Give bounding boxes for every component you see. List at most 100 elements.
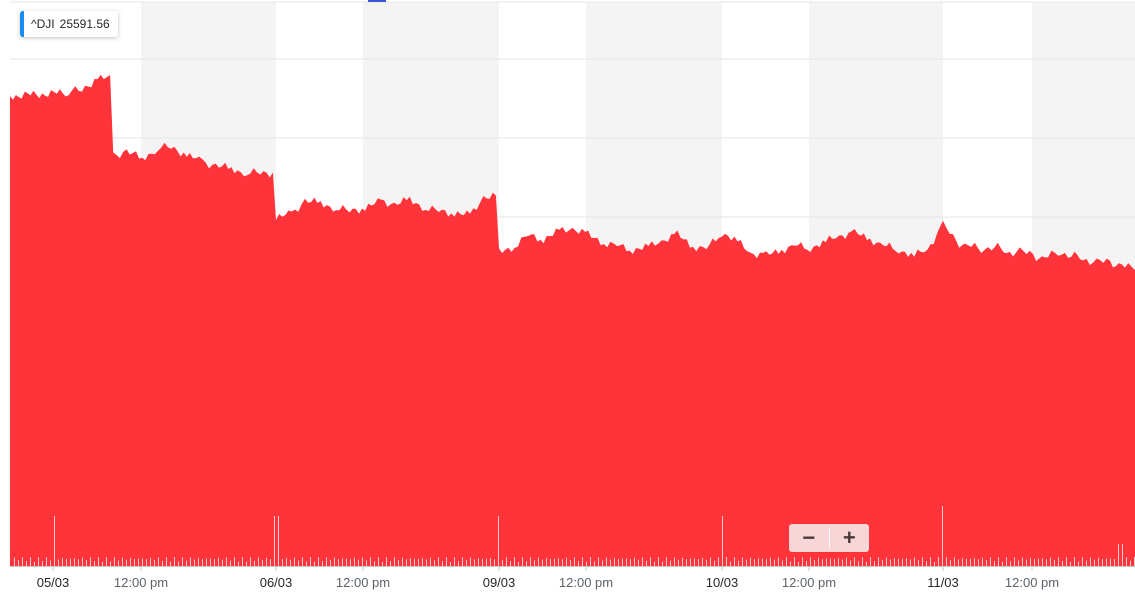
volume-bar — [14, 557, 15, 566]
volume-bar — [1018, 560, 1019, 566]
volume-bar — [850, 560, 851, 566]
volume-bar — [74, 558, 75, 566]
volume-bar — [882, 560, 883, 566]
volume-bar — [382, 561, 383, 566]
volume-bar — [350, 558, 351, 566]
volume-bar — [518, 561, 519, 566]
volume-bar — [378, 557, 379, 566]
volume-bar — [234, 557, 235, 566]
volume-bar — [630, 559, 631, 566]
volume-bar — [162, 560, 163, 566]
volume-bar — [210, 558, 211, 566]
volume-bar — [558, 558, 559, 566]
volume-bar — [802, 557, 803, 566]
volume-bar — [58, 559, 59, 566]
volume-bar — [170, 561, 171, 566]
volume-bar — [766, 558, 767, 566]
volume-bar — [1078, 561, 1079, 566]
volume-bar — [638, 559, 639, 566]
volume-bar — [874, 560, 875, 566]
volume-bar — [334, 557, 335, 566]
volume-bar — [714, 560, 715, 566]
volume-bar — [190, 557, 191, 566]
volume-bar — [122, 557, 123, 566]
x-tick-label: 06/03 — [260, 575, 293, 590]
volume-bar — [706, 559, 707, 566]
volume-bar — [574, 557, 575, 566]
volume-bar — [650, 557, 651, 566]
volume-bar — [670, 560, 671, 566]
volume-bar — [1062, 560, 1063, 566]
volume-bar — [54, 516, 55, 566]
x-tick-label: 05/03 — [37, 575, 70, 590]
volume-bar — [438, 557, 439, 566]
legend-symbol: ^DJI — [31, 17, 55, 31]
volume-bar — [322, 560, 323, 566]
volume-bar — [774, 559, 775, 566]
volume-bar — [562, 559, 563, 566]
volume-bar — [458, 561, 459, 566]
volume-bar — [18, 560, 19, 566]
volume-bar — [242, 557, 243, 566]
volume-bar — [398, 560, 399, 566]
volume-bar — [822, 559, 823, 566]
volume-bar — [194, 559, 195, 566]
volume-bar — [1046, 559, 1047, 566]
x-tick-label: 12:00 pm — [114, 575, 168, 590]
volume-bar — [1014, 557, 1015, 566]
volume-bar — [934, 561, 935, 566]
volume-bar — [1114, 559, 1115, 566]
volume-bar — [206, 558, 207, 566]
volume-bar — [434, 560, 435, 566]
volume-bar — [622, 558, 623, 566]
volume-bar — [498, 516, 499, 566]
volume-bar — [1058, 557, 1059, 566]
volume-bar — [790, 561, 791, 566]
volume-bar — [722, 516, 723, 566]
volume-bar — [138, 558, 139, 566]
volume-bar — [718, 557, 719, 566]
x-tick-label: 11/03 — [927, 575, 959, 590]
volume-bar — [1122, 544, 1123, 566]
volume-bar — [1042, 558, 1043, 566]
volume-bar — [78, 559, 79, 566]
volume-bar — [390, 560, 391, 566]
volume-bar — [814, 559, 815, 566]
volume-bar — [98, 557, 99, 566]
volume-bar — [1090, 557, 1091, 566]
volume-bar — [846, 557, 847, 566]
volume-bar — [286, 557, 287, 566]
volume-bar — [854, 557, 855, 566]
volume-bar — [926, 561, 927, 566]
volume-bar — [870, 557, 871, 566]
volume-bar — [274, 516, 275, 566]
volume-bar — [298, 560, 299, 566]
volume-bar — [1086, 560, 1087, 566]
volume-bar — [302, 557, 303, 566]
volume-bar — [26, 561, 27, 566]
volume-bar — [666, 557, 667, 566]
volume-bar — [586, 561, 587, 566]
volume-bar — [226, 557, 227, 566]
volume-bar — [410, 558, 411, 566]
volume-bar — [594, 561, 595, 566]
volume-bar — [418, 558, 419, 566]
volume-bar — [818, 557, 819, 566]
volume-bar — [1054, 559, 1055, 566]
volume-bar — [82, 557, 83, 566]
volume-bar — [482, 558, 483, 566]
zoom-out-button[interactable]: − — [802, 525, 816, 550]
volume-bar — [22, 557, 23, 566]
volume-bar — [362, 557, 363, 566]
volume-bar — [202, 558, 203, 566]
volume-bar — [1102, 558, 1103, 566]
volume-bar — [94, 560, 95, 566]
volume-bar — [1074, 557, 1075, 566]
volume-bar — [974, 558, 975, 566]
volume-bar — [786, 557, 787, 566]
zoom-in-button[interactable]: + — [842, 525, 856, 550]
volume-bar — [750, 557, 751, 566]
volume-bar — [778, 557, 779, 566]
volume-bar — [970, 558, 971, 566]
volume-bar — [1094, 559, 1095, 566]
